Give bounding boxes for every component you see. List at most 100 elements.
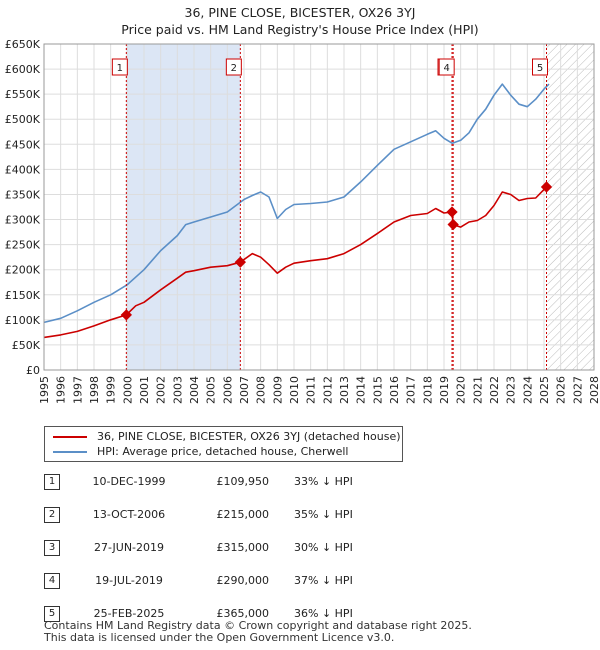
sale-point [234,256,246,268]
y-tick-label: £300K [5,214,41,227]
x-tick-label: 2014 [355,376,368,404]
x-tick-label: 2026 [555,376,568,404]
sale-point [447,218,459,231]
sale-number: 1 [44,474,60,490]
x-tick-label: 2027 [571,376,584,404]
legend-swatch-hpi [53,451,87,453]
x-tick-label: 2009 [271,376,284,404]
x-tick-label: 2002 [155,376,168,404]
x-tick-label: 1997 [71,376,84,404]
sale-label-number: 1 [117,63,123,74]
legend-label-property: 36, PINE CLOSE, BICESTER, OX26 3YJ (deta… [97,430,401,443]
legend-item-hpi: HPI: Average price, detached house, Cher… [53,445,348,459]
x-tick-label: 2003 [171,376,184,404]
x-tick-label: 2005 [205,376,218,404]
sale-date: 27-JUN-2019 [93,541,165,554]
shaded-range [126,44,241,370]
y-tick-label: £650K [5,38,41,51]
sale-row: 5 25-FEB-2025 £365,000 36% ↓ HPI [44,606,464,622]
axes-layer: £0 £50K £100K £150K £200K £250K £300K £350K £400… [5,38,600,404]
sale-label-number: 2 [231,63,237,74]
x-tick-label: 2015 [371,376,384,404]
background-layer [44,44,594,370]
footer-line-2: This data is licensed under the Open Gov… [44,631,395,644]
hatched-future-region [546,44,594,370]
sale-row: 1 10-DEC-1999 £109,950 33% ↓ HPI [44,474,464,490]
x-tick-label: 2028 [588,376,600,404]
sale-number: 4 [44,573,60,589]
x-tick-label: 1996 [55,376,68,404]
y-tick-label: £550K [5,88,41,101]
y-tick-label: £50K [12,339,41,352]
legend-swatch-property [53,436,87,438]
x-tick-label: 2008 [255,376,268,404]
x-tick-label: 2007 [238,376,251,404]
sale-price: £365,000 [216,607,270,620]
sale-number: 5 [44,606,60,622]
sale-hpi-diff: 35% ↓ HPI [294,508,353,521]
plot-frame [43,43,595,371]
x-tick-label: 2010 [288,376,301,404]
x-tick-label: 2004 [188,376,201,404]
x-tick-label: 1999 [105,376,118,404]
x-tick-label: 2016 [388,376,401,404]
sale-price: £109,950 [216,475,270,488]
sale-number: 2 [44,507,60,523]
x-tick-label: 2000 [121,376,134,404]
footer: Contains HM Land Registry data © Crown c… [44,620,594,644]
sale-date: 19-JUL-2019 [95,574,163,587]
sale-hpi-diff: 33% ↓ HPI [294,475,353,488]
sale-price: £290,000 [216,574,270,587]
sale-label-box [225,58,242,76]
y-tick-label: £100K [5,314,41,327]
x-tick-label: 2025 [538,376,551,404]
chart-title: 36, PINE CLOSE, BICESTER, OX26 3YJ Price… [0,4,600,38]
x-tick-label: 2001 [138,376,151,404]
sale-hpi-diff: 36% ↓ HPI [294,607,353,620]
x-tick-label: 2017 [405,376,418,404]
x-tick-label: 1995 [38,376,51,404]
x-tick-label: 2020 [455,376,468,404]
series-layer [43,83,550,339]
x-tick-label: 1998 [88,376,101,404]
x-tick-label: 2024 [521,376,534,404]
y-tick-label: £250K [5,239,41,252]
x-tick-label: 2018 [421,376,434,404]
legend-label-hpi: HPI: Average price, detached house, Cher… [97,445,349,458]
sale-point [540,181,553,193]
x-tick-label: 2006 [221,376,234,404]
sale-hpi-diff: 37% ↓ HPI [294,574,353,587]
title-line-1: 36, PINE CLOSE, BICESTER, OX26 3YJ [184,5,416,20]
title-line-2: Price paid vs. HM Land Registry's House … [121,22,479,37]
x-tick-label: 2019 [438,376,451,404]
sale-row: 3 27-JUN-2019 £315,000 30% ↓ HPI [44,540,464,556]
property-price-line [43,185,550,339]
sale-number: 3 [44,540,60,556]
x-tick-label: 2013 [338,376,351,404]
sale-price: £215,000 [216,508,270,521]
x-tick-label: 2022 [488,376,501,404]
sale-date: 13-OCT-2006 [92,508,166,521]
legend: 36, PINE CLOSE, BICESTER, OX26 3YJ (deta… [44,426,403,462]
x-tick-label: 2011 [305,376,318,404]
footer-line-1: Contains HM Land Registry data © Crown c… [44,619,472,632]
y-tick-label: £500K [5,113,41,126]
y-tick-label: £200K [5,264,41,277]
sale-row: 4 19-JUL-2019 £290,000 37% ↓ HPI [44,573,464,589]
x-tick-label: 2012 [321,376,334,404]
sale-label-box [438,58,455,76]
y-tick-label: £0 [26,364,40,377]
legend-item-property: 36, PINE CLOSE, BICESTER, OX26 3YJ (deta… [53,430,401,444]
sale-label-box [111,58,128,76]
sale-point [446,206,458,218]
sale-row: 2 13-OCT-2006 £215,000 35% ↓ HPI [44,507,464,523]
marker-layer: 12345 [111,44,553,370]
sale-label-box [532,58,548,76]
x-tick-label: 2023 [505,376,518,404]
y-tick-label: £150K [5,289,41,302]
hpi-line [43,83,550,324]
sale-date: 10-DEC-1999 [92,475,166,488]
sale-price: £315,000 [216,541,270,554]
x-tick-label: 2021 [471,376,484,404]
y-tick-label: £600K [5,63,41,76]
